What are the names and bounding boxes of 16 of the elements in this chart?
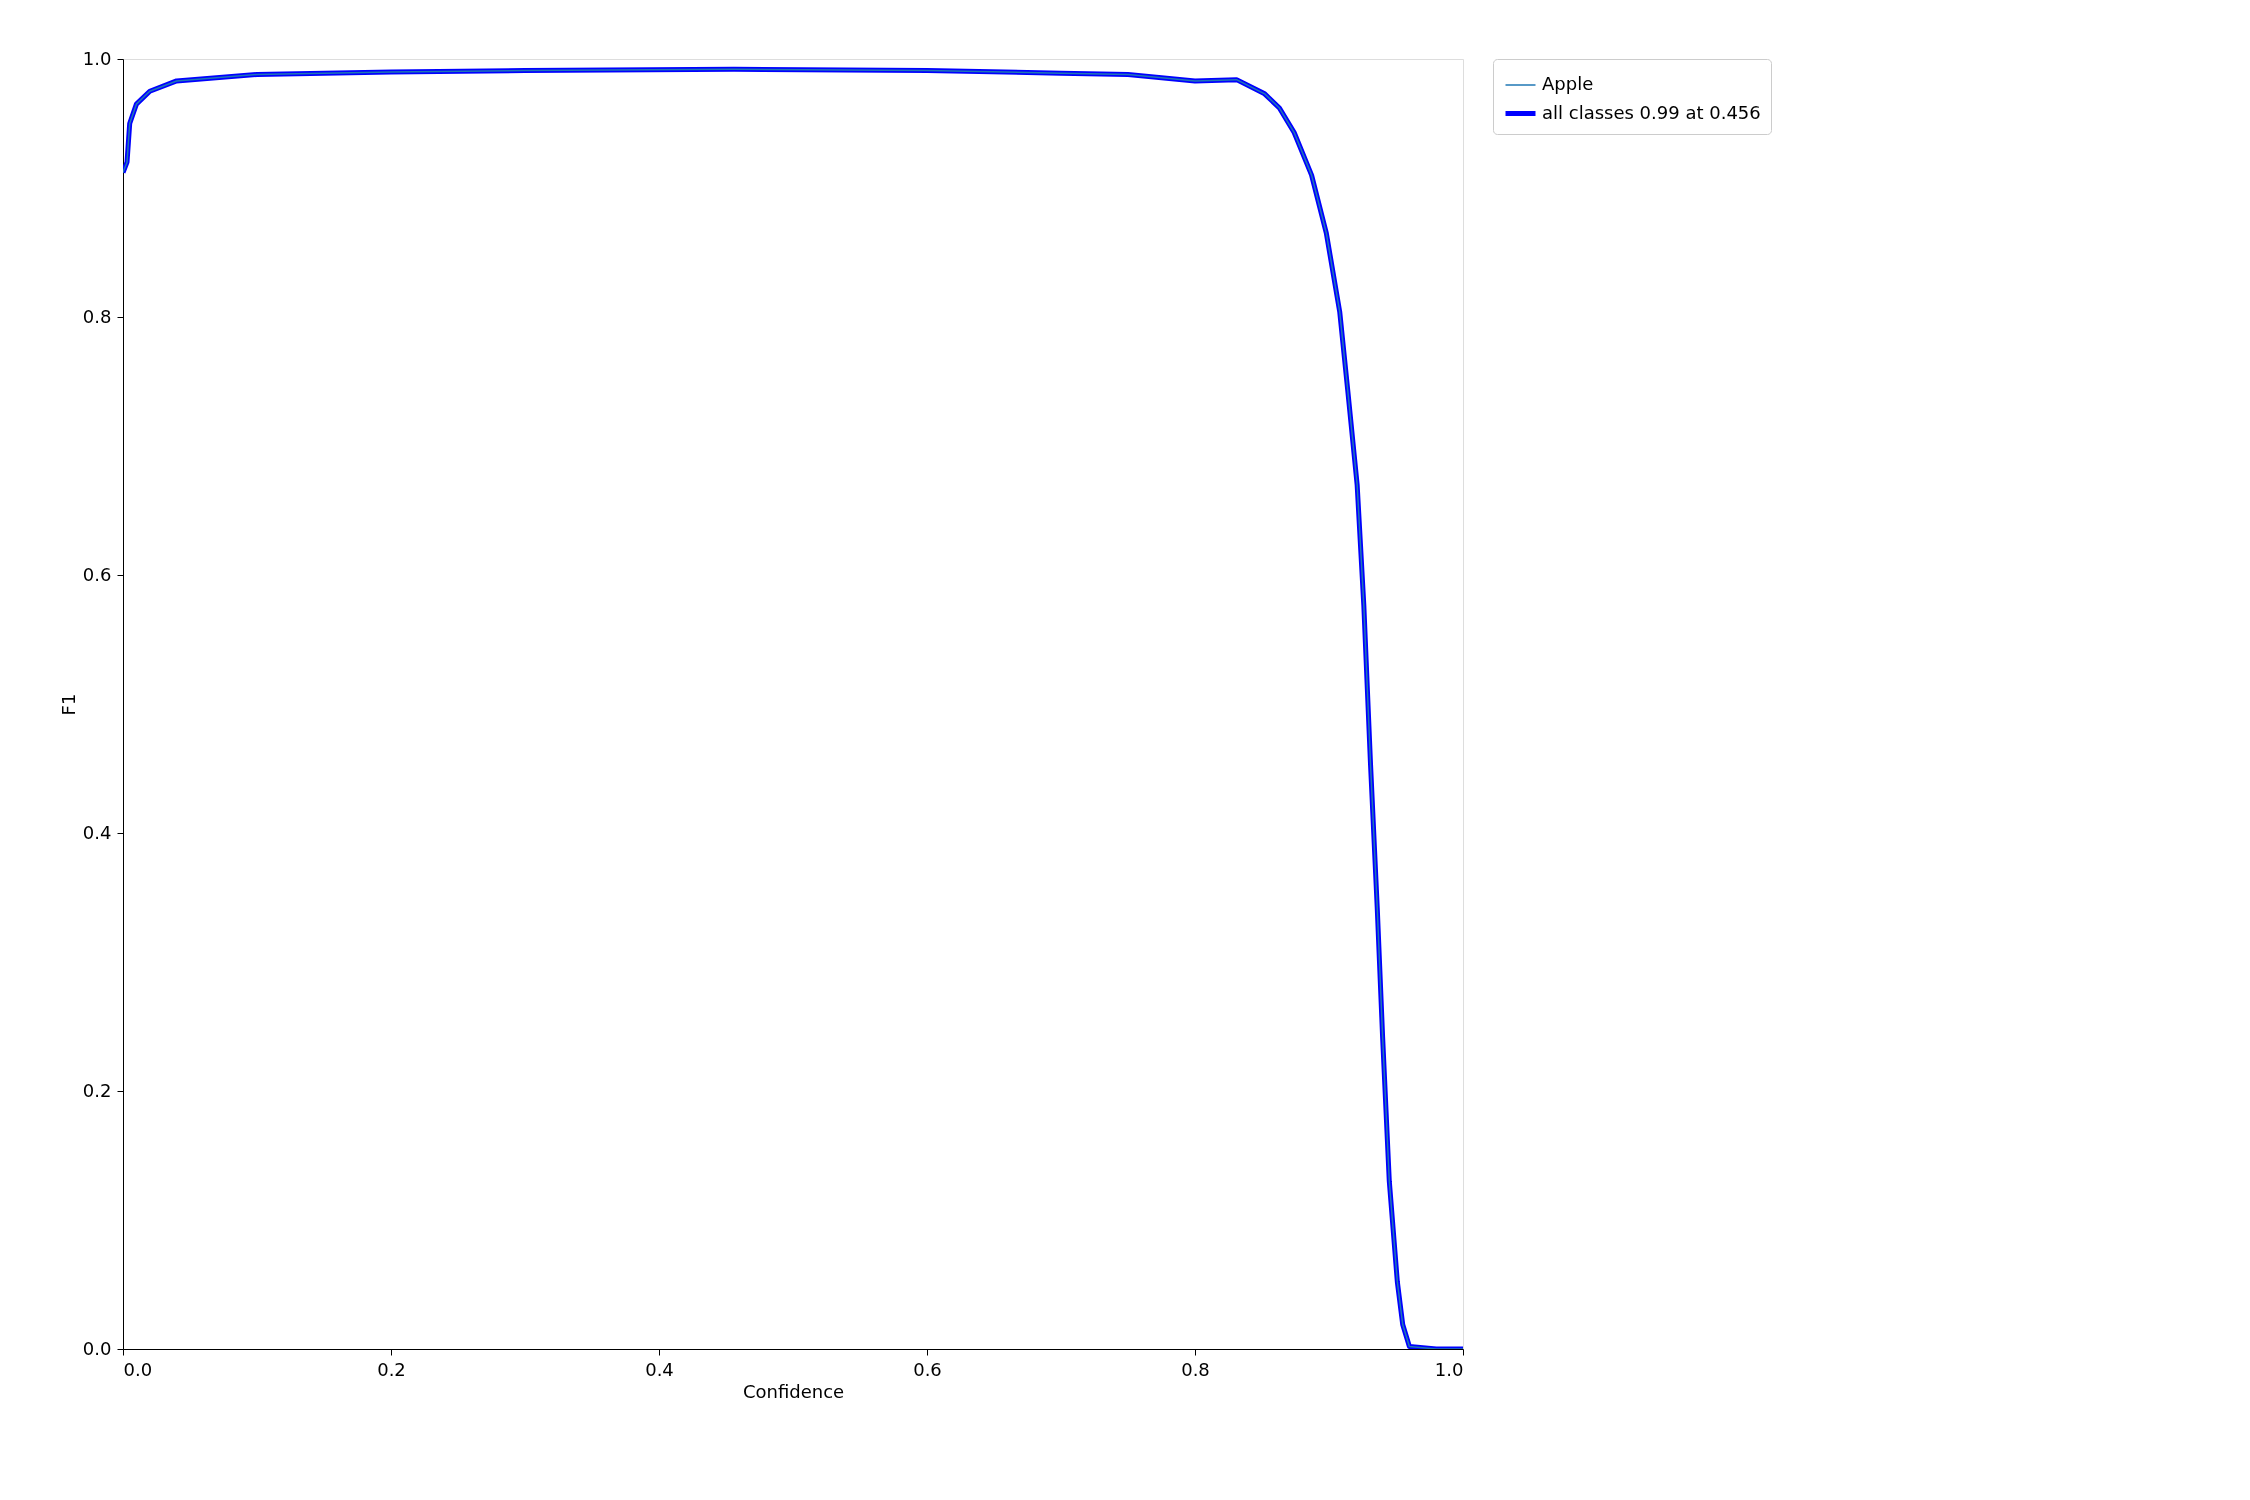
y-tick-label: 0.0: [82, 1337, 112, 1359]
x-tick-label: 0.6: [913, 1358, 942, 1380]
y-tick-label: 0.4: [82, 821, 112, 843]
legend-label: all classes 0.99 at 0.456: [1542, 101, 1761, 123]
x-tick-label: 0.8: [1181, 1358, 1210, 1380]
y-tick-label: 0.6: [82, 563, 112, 585]
y-tick-label: 1.0: [82, 47, 112, 69]
x-axis-title: Confidence: [742, 1380, 845, 1402]
y-tick-label: 0.8: [82, 305, 112, 327]
legend-label: Apple: [1542, 73, 1594, 94]
x-tick-label: 0.4: [645, 1358, 674, 1380]
y-tick-label: 0.2: [82, 1079, 112, 1101]
x-tick-label: 0.0: [123, 1358, 153, 1380]
x-tick-label: 1.0: [1434, 1358, 1464, 1380]
y-axis-title: F1: [57, 693, 79, 716]
x-tick-label: 0.2: [377, 1358, 406, 1380]
